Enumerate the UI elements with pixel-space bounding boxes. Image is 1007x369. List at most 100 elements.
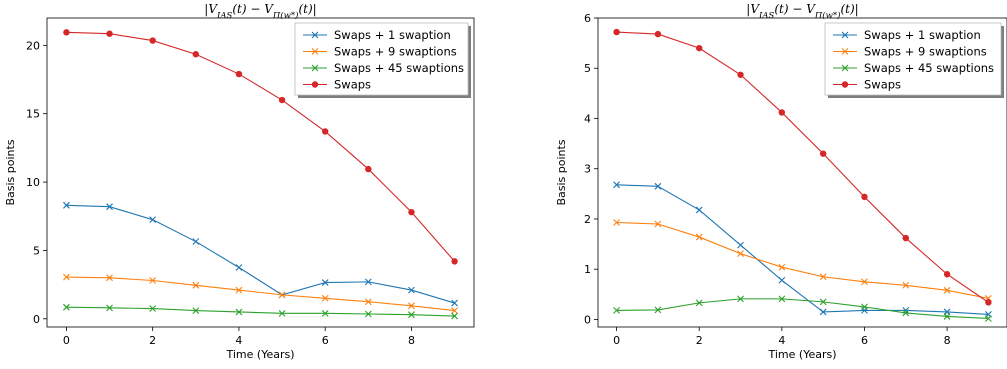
data-point	[451, 299, 458, 307]
data-point	[695, 206, 703, 214]
data-point	[654, 30, 662, 38]
series-line	[66, 31, 456, 262]
x-tick-label: 6	[861, 334, 868, 347]
data-point	[364, 278, 372, 286]
data-point	[819, 150, 827, 157]
data-point	[321, 128, 329, 135]
data-point	[819, 298, 827, 306]
data-point	[654, 220, 662, 228]
data-point	[861, 193, 868, 201]
data-point	[149, 277, 157, 284]
legend-item: Swaps + 9 swaptions	[833, 45, 987, 59]
y-tick-label: 15	[26, 108, 40, 121]
legend-label: Swaps + 1 swaption	[334, 28, 451, 42]
data-point	[106, 203, 113, 211]
x-axis-label: Time (Years)	[767, 348, 836, 361]
series-2	[613, 219, 992, 302]
x-tick-label: 0	[613, 334, 620, 347]
chart-panel-2: 0 2 4 6 8 0 1 2 3 4 5 6 Time (Years) Basis points |VIA…	[555, 2, 1007, 361]
data-point	[737, 250, 744, 258]
data-point	[451, 307, 458, 314]
x-tick-label: 6	[322, 334, 329, 347]
data-point	[737, 71, 744, 78]
series-line	[66, 276, 455, 312]
data-point	[654, 306, 662, 314]
data-point	[408, 208, 415, 216]
legend-marker	[841, 64, 849, 72]
legend: Swaps + 1 swaption Swaps + 9 swaptions Swa…	[824, 22, 1004, 98]
y-tick-label: 1	[584, 263, 591, 276]
legend-label: Swaps + 1 swaption	[864, 28, 981, 42]
data-point	[819, 273, 827, 281]
x-tick-label: 4	[235, 334, 242, 347]
y-axis-label: Basis points	[555, 139, 568, 205]
data-point	[695, 299, 703, 307]
data-point	[278, 96, 286, 104]
data-point	[278, 309, 286, 317]
data-point	[451, 258, 458, 265]
x-tick-label: 8	[408, 334, 415, 347]
data-point	[613, 181, 620, 189]
series-line	[616, 298, 989, 320]
data-point	[235, 286, 243, 294]
data-point	[106, 304, 113, 312]
legend-label: Swaps + 9 swaptions	[334, 45, 457, 59]
data-point	[364, 298, 372, 306]
legend-marker	[311, 81, 319, 88]
x-axis-label: Time (Years)	[225, 348, 294, 361]
data-point	[943, 271, 951, 278]
data-point	[654, 182, 662, 190]
data-point	[192, 281, 200, 289]
data-point	[902, 281, 910, 289]
series-3	[613, 295, 992, 322]
series-line	[616, 31, 989, 303]
data-point	[408, 302, 415, 310]
data-point	[278, 291, 286, 299]
data-point	[985, 315, 992, 322]
data-point	[819, 308, 827, 316]
data-point	[778, 295, 786, 303]
series-4	[613, 28, 992, 306]
chart-panel-1: 0 2 4 6 8 0 5 10 15 20 Time (Years) Basis points |VI…	[4, 2, 475, 361]
legend-item: Swaps + 45 swaptions	[833, 61, 994, 75]
series-line	[616, 221, 989, 299]
data-point	[613, 28, 620, 36]
legend-label: Swaps + 45 swaptions	[334, 61, 464, 75]
x-tick-label: 2	[696, 334, 703, 347]
data-point	[902, 234, 909, 242]
data-point	[149, 216, 157, 224]
data-point	[778, 263, 786, 271]
y-tick-label: 0	[33, 313, 40, 326]
legend-item: Swaps + 9 swaptions	[303, 45, 457, 59]
legend-label: Swaps + 45 swaptions	[864, 61, 994, 75]
data-point	[696, 44, 703, 52]
x-tick-label: 2	[149, 334, 156, 347]
data-point	[364, 310, 372, 318]
data-point	[235, 308, 243, 316]
data-point	[778, 276, 786, 284]
legend-item: Swaps	[303, 78, 371, 92]
legend-marker	[311, 64, 319, 72]
series-2	[63, 273, 458, 314]
data-point	[192, 238, 200, 245]
legend: Swaps + 1 swaption Swaps + 9 swaptions Swa…	[294, 22, 471, 98]
legend-item: Swaps + 1 swaption	[303, 28, 451, 42]
series-line	[66, 306, 455, 317]
data-point	[63, 201, 70, 209]
data-point	[63, 29, 70, 36]
legend-label: Swaps	[864, 78, 901, 92]
data-point	[613, 219, 620, 226]
data-point	[63, 303, 70, 311]
series-line	[616, 184, 989, 315]
y-tick-label: 5	[584, 62, 591, 75]
legend-marker	[841, 31, 849, 39]
legend-marker	[841, 81, 849, 88]
data-point	[861, 278, 868, 286]
series-1	[63, 201, 458, 307]
data-point	[63, 273, 70, 281]
data-point	[451, 312, 458, 320]
chart-title: |VIAS(t) − VΠ(w*)(t)|	[204, 2, 316, 21]
y-tick-label: 6	[584, 12, 591, 25]
data-point	[192, 307, 200, 314]
series-4	[63, 29, 458, 265]
